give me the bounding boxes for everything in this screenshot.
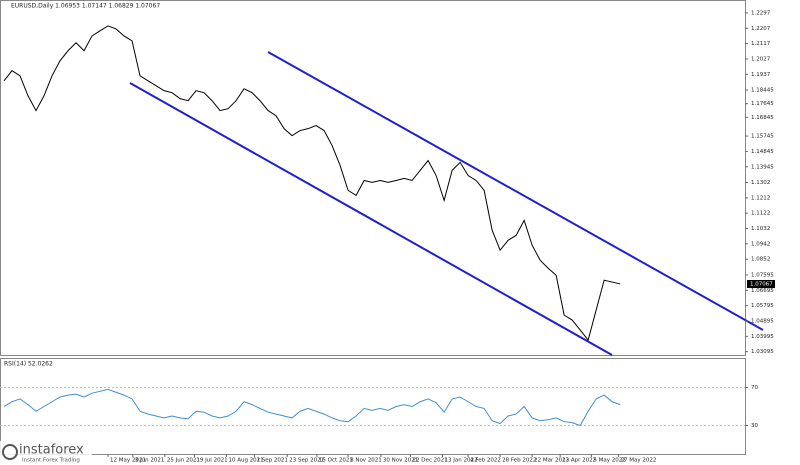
x-tick-label: 13 Apr 2022: [562, 458, 596, 464]
x-tick-label: 25 Jun 2021: [167, 458, 200, 464]
y-tick-label: 1.07595: [751, 272, 774, 278]
rsi-panel: [0, 358, 746, 455]
x-tick-label: 19 Jul 2021: [196, 458, 227, 464]
y-tick-label: 1.0852: [751, 257, 770, 263]
y-tick-label: 1.05795: [751, 303, 774, 309]
x-tick-label: 30 Nov 2021: [383, 458, 418, 464]
y-tick-label: 1.18445: [751, 88, 774, 94]
y-tick-label: 1.16845: [751, 115, 774, 121]
current-price-label: 1.07067: [750, 281, 773, 287]
y-tick-label: 1.06695: [751, 288, 774, 294]
y-tick-label: 1.1212: [751, 195, 770, 201]
y-tick-label: 1.1302: [751, 180, 770, 186]
x-tick-label: 13 Jan 2022: [445, 458, 478, 464]
y-tick-label: 1.14845: [751, 149, 774, 155]
y-tick-label: 1.2207: [751, 26, 771, 32]
price-line: [3, 388, 621, 427]
y-tick-label: 1.2297: [751, 10, 771, 16]
y-tick-label: 1.03995: [751, 334, 774, 340]
watermark-bg: [0, 441, 92, 465]
x-tick-label: 12 May 2021: [110, 458, 146, 464]
x-tick-label: 5 May 2022: [593, 458, 625, 464]
price-line: [3, 25, 621, 342]
x-tick-label: 28 Feb 2022: [502, 458, 536, 464]
x-tick-label: 1 Sep 2021: [256, 458, 287, 464]
x-tick-label: 3 Jun 2021: [135, 458, 165, 464]
price-panel: [0, 0, 746, 356]
x-tick-label: 27 May 2022: [621, 458, 657, 464]
x-tick-label: 4 Feb 2022: [470, 458, 501, 464]
channel-lower: [129, 82, 613, 356]
y-tick-label: 1.04895: [751, 318, 774, 324]
x-tick-label: 22 Mar 2022: [534, 458, 569, 464]
logo-icon: [2, 444, 18, 460]
current-price-box: [747, 279, 775, 288]
y-tick-label: 1.13945: [751, 164, 774, 170]
brand: instaforex: [19, 443, 84, 458]
watermark: instaforex Instant Forex Trading: [0, 441, 92, 465]
y-tick-label: 1.1937: [751, 72, 771, 78]
y-tick-label: 1.15745: [751, 134, 774, 140]
tagline: Instant Forex Trading: [22, 458, 80, 464]
x-tick-label: 23 Sep 2021: [289, 458, 324, 464]
x-tick-label: 22 Dec 2021: [413, 458, 448, 464]
x-tick-label: 15 Oct 2021: [319, 458, 353, 464]
rsi-title: RSI(14) 52.0262: [4, 361, 53, 368]
y-tick-label: 1.1122: [751, 211, 770, 217]
x-tick-label: 8 Nov 2021: [350, 458, 382, 464]
y-tick-label: 70: [751, 385, 758, 391]
y-tick-label: 1.2117: [751, 41, 771, 47]
channel-upper: [267, 51, 764, 331]
chart-title: EURUSD,Daily 1.06953 1.07147 1.06829 1.0…: [11, 3, 160, 10]
y-tick-label: 1.17645: [751, 101, 774, 107]
y-tick-label: 1.0942: [751, 241, 770, 247]
y-tick-label: 1.1032: [751, 226, 770, 232]
y-tick-label: 30: [751, 423, 758, 429]
y-tick-label: 1.2027: [751, 56, 771, 62]
y-tick-label: 1.03095: [751, 349, 774, 355]
x-tick-label: 10 Aug 2021: [228, 458, 263, 464]
